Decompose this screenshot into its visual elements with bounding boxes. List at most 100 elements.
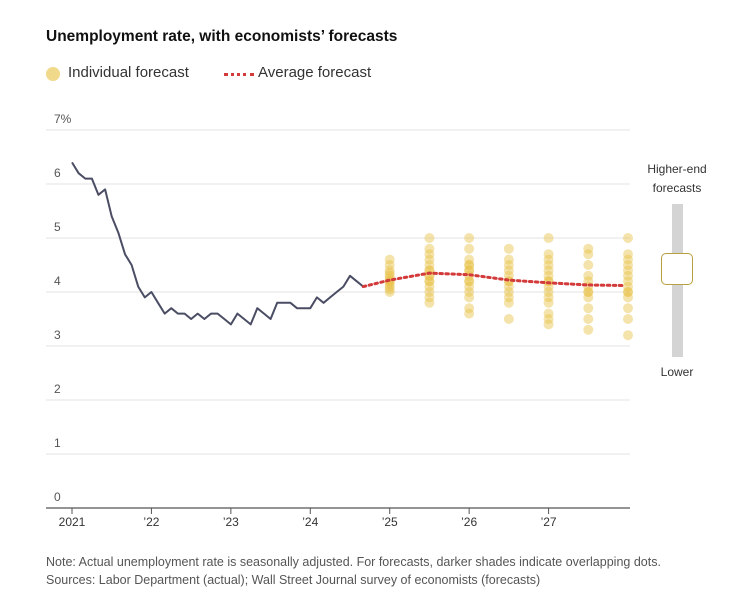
y-tick-label: 3 (54, 328, 61, 342)
forecast-dot (464, 243, 475, 254)
x-tick-label: ’25 (382, 515, 398, 529)
forecast-dot (464, 260, 475, 270)
x-tick-label: ’27 (541, 515, 557, 529)
y-tick-label: 6 (54, 166, 61, 180)
forecast-dot (503, 292, 514, 303)
forecast-dot (543, 292, 554, 303)
individual-forecast-dots (384, 233, 633, 341)
forecast-dot (543, 265, 554, 276)
forecast-dot (543, 281, 554, 292)
forecast-dot (503, 254, 514, 265)
forecast-dot (424, 281, 435, 292)
forecast-dot (424, 254, 435, 265)
forecast-dot (464, 308, 475, 319)
forecast-dot (543, 287, 554, 297)
forecast-dot (543, 233, 554, 243)
average-forecast-line (361, 271, 626, 289)
slider-label-lower: Lower (660, 365, 694, 379)
forecast-dot (384, 265, 395, 276)
forecast-dot (464, 233, 475, 243)
forecast-dot (543, 314, 554, 324)
forecast-dot (384, 260, 395, 270)
footnote: Note: Actual unemployment rate is season… (46, 553, 661, 589)
forecast-dot (623, 265, 633, 276)
forecast-slider-handle[interactable] (661, 253, 693, 285)
forecast-dot (623, 330, 633, 341)
forecast-dot (464, 254, 475, 265)
forecast-dot (424, 233, 435, 243)
y-axis-labels: 0 1 2 3 4 5 6 7% (54, 112, 72, 504)
forecast-dot (583, 243, 594, 254)
forecast-dot (623, 270, 633, 281)
forecast-dot (464, 292, 475, 303)
forecast-dot (424, 276, 435, 287)
forecast-dot (623, 233, 633, 243)
forecast-dot (583, 287, 594, 297)
actual-rate-line (71, 161, 364, 326)
forecast-dot (503, 281, 514, 292)
forecast-dot (464, 287, 475, 297)
forecast-dot (543, 297, 554, 308)
x-axis: 2021 ’22 ’23 ’24 ’25 ’26 ’27 (46, 507, 630, 529)
forecast-dot (384, 268, 395, 279)
forecast-dot (424, 292, 435, 303)
legend-item-average: Average forecast (224, 64, 371, 81)
legend-dotted-line-icon (224, 73, 254, 76)
forecast-dot (543, 254, 554, 265)
forecast-dot (384, 287, 395, 297)
forecast-dot (543, 319, 554, 330)
forecast-dot (623, 314, 633, 324)
forecast-dot (583, 287, 594, 297)
forecast-dot (464, 281, 475, 292)
forecast-dot (384, 284, 395, 295)
x-tick-label: ’23 (223, 515, 239, 529)
forecast-dot (543, 308, 554, 319)
forecast-dot (503, 314, 514, 324)
legend-label-average: Average forecast (258, 64, 372, 81)
footnote-sources: Sources: Labor Department (actual); Wall… (46, 573, 541, 587)
y-tick-label: 7% (54, 112, 72, 126)
forecast-dot (424, 276, 435, 287)
forecast-dot (623, 281, 633, 292)
grid-lines (46, 129, 630, 455)
forecast-dot (543, 249, 554, 260)
forecast-dot (424, 243, 435, 254)
forecast-dot (583, 270, 594, 281)
forecast-dot (384, 281, 395, 292)
forecast-dot (623, 276, 633, 287)
x-tick-label: ’24 (302, 515, 318, 529)
forecast-dot (503, 260, 514, 270)
forecast-dot (583, 292, 594, 303)
forecast-dot (503, 243, 514, 254)
forecast-dot (583, 324, 594, 335)
forecast-dot (583, 314, 594, 324)
forecast-dot (424, 249, 435, 260)
forecast-dot (384, 254, 395, 265)
forecast-dot (623, 287, 633, 297)
y-tick-label: 4 (54, 274, 61, 288)
forecast-dot (583, 303, 594, 314)
forecast-dot (464, 276, 475, 287)
forecast-dot (503, 297, 514, 308)
forecast-dot (583, 249, 594, 260)
forecast-dot (543, 260, 554, 270)
slider-label-higher-end: Higher-end forecasts (647, 162, 707, 195)
series-lines (71, 161, 626, 326)
forecast-dot (503, 287, 514, 297)
forecast-dot (424, 297, 435, 308)
forecast-dot (543, 270, 554, 281)
forecast-dot (623, 249, 633, 260)
forecast-dot (503, 265, 514, 276)
forecast-dot (623, 303, 633, 314)
y-tick-label: 0 (54, 490, 61, 504)
legend-label-individual: Individual forecast (68, 64, 189, 81)
forecast-dot (424, 260, 435, 270)
forecast-dot (583, 260, 594, 270)
forecast-dot (464, 276, 475, 287)
forecast-dot (623, 292, 633, 303)
forecast-dot (464, 265, 475, 276)
forecast-dot (623, 287, 633, 297)
x-tick-label: ’26 (461, 515, 477, 529)
forecast-dot (623, 254, 633, 265)
